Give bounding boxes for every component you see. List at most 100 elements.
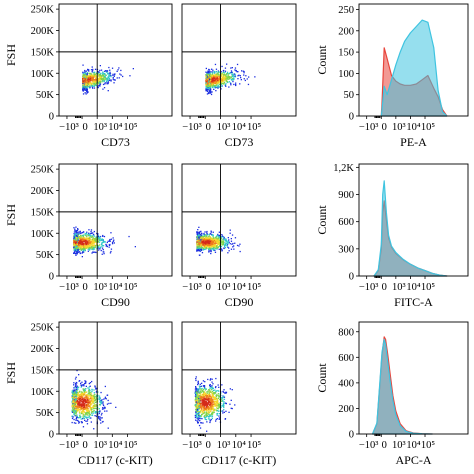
event-dot <box>102 404 105 407</box>
event-dot <box>84 80 86 83</box>
event-dot <box>197 235 199 237</box>
event-dot <box>87 387 89 389</box>
event-dot <box>74 234 76 236</box>
event-dot <box>220 75 223 77</box>
event-dot <box>97 86 99 89</box>
event-dot <box>73 243 75 245</box>
event-dot <box>85 247 87 249</box>
y-tick-label: 1,2K <box>333 163 354 174</box>
event-dot <box>199 247 201 249</box>
event-dot <box>76 245 78 247</box>
event-dot <box>97 79 99 81</box>
event-dot <box>97 394 99 397</box>
event-dot <box>87 411 89 414</box>
event-dot <box>91 399 93 401</box>
event-dot <box>85 385 87 387</box>
event-dot <box>207 243 210 246</box>
event-dot <box>78 244 80 246</box>
event-dot <box>221 80 223 82</box>
event-dot <box>82 414 84 416</box>
event-dot <box>106 410 108 412</box>
event-dot <box>91 78 94 80</box>
event-dot <box>102 241 104 244</box>
event-dot <box>87 416 89 418</box>
event-dot <box>201 247 203 249</box>
event-dot <box>95 78 97 80</box>
event-dot <box>83 393 85 395</box>
event-dot <box>93 394 95 396</box>
event-dot <box>77 244 79 247</box>
event-dot <box>86 85 88 87</box>
event-dot <box>101 239 104 241</box>
event-dot <box>85 400 87 402</box>
event-dot <box>76 247 79 249</box>
event-dot <box>223 247 225 250</box>
event-dot <box>210 78 212 80</box>
event-dot <box>90 397 92 400</box>
event-dot <box>231 243 233 245</box>
event-dot <box>206 232 208 234</box>
event-dot <box>75 412 77 414</box>
event-dot <box>77 420 80 422</box>
event-dot <box>73 391 76 393</box>
event-dot <box>200 385 202 387</box>
event-dot <box>84 392 86 394</box>
event-dot <box>72 408 75 411</box>
event-dot <box>83 238 85 240</box>
event-dot <box>77 231 79 234</box>
event-dot <box>222 412 224 414</box>
event-dot <box>198 245 200 247</box>
event-dot <box>214 73 216 75</box>
event-dot <box>205 88 207 90</box>
event-dot <box>224 402 227 404</box>
event-dot <box>83 76 86 78</box>
event-dot <box>217 81 219 83</box>
event-dot <box>233 73 235 75</box>
event-dot <box>88 401 90 403</box>
event-dot <box>208 246 210 248</box>
event-dot <box>74 245 76 247</box>
event-dot <box>93 399 95 401</box>
event-dot <box>209 73 212 76</box>
event-dot <box>86 400 88 402</box>
event-dot <box>206 230 208 233</box>
event-dot <box>102 403 104 405</box>
event-dot <box>90 404 92 406</box>
event-dot <box>225 77 227 79</box>
event-dot <box>86 73 89 75</box>
event-dot <box>87 247 89 249</box>
event-dot <box>205 87 207 89</box>
event-dot <box>200 245 203 247</box>
event-dot <box>101 399 103 401</box>
event-dot <box>101 421 104 423</box>
event-dot <box>99 85 101 87</box>
event-dot <box>88 388 91 390</box>
event-dot <box>99 411 101 413</box>
event-dot <box>105 71 108 73</box>
event-dot <box>196 420 198 422</box>
event-dot <box>93 72 95 74</box>
event-dot <box>211 77 213 80</box>
event-dot <box>85 232 87 235</box>
event-dot <box>82 407 85 409</box>
event-dot <box>75 249 78 251</box>
event-dot <box>76 406 79 408</box>
event-dot <box>100 77 102 79</box>
event-dot <box>73 387 75 389</box>
event-dot <box>91 83 93 85</box>
event-dot <box>128 235 130 238</box>
event-dot <box>77 400 79 403</box>
x-axis-title: PE-A <box>400 135 427 149</box>
event-dot <box>100 402 103 404</box>
event-dot <box>207 74 210 77</box>
event-dot <box>82 237 84 239</box>
event-dot <box>215 242 217 244</box>
event-dot <box>211 72 214 74</box>
event-dot <box>87 81 89 83</box>
event-dot <box>214 251 217 253</box>
event-dot <box>91 411 93 413</box>
event-dot <box>73 233 75 235</box>
event-dot <box>200 249 203 252</box>
event-dot <box>82 85 84 87</box>
event-dot <box>195 386 197 388</box>
